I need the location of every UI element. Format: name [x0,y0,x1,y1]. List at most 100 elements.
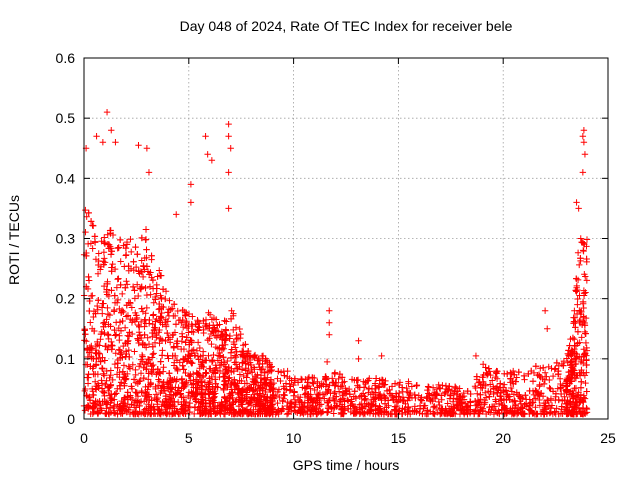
data-point [209,328,217,335]
data-point [387,410,394,418]
data-point [142,310,149,317]
data-point [580,352,588,360]
data-point [305,382,313,390]
data-point [138,283,145,291]
data-point [112,331,120,338]
data-point [581,240,588,248]
data-point [489,377,496,384]
data-point [91,233,99,240]
data-point [337,396,344,403]
data-point [351,404,359,411]
data-point [227,391,235,399]
data-point [529,378,537,385]
x-tick-label: 10 [286,430,302,446]
data-point [114,296,122,304]
data-point [259,385,266,393]
data-point [120,374,128,381]
data-point [210,394,218,401]
data-point [117,379,125,386]
data-point [325,386,332,393]
data-point [408,383,416,390]
data-point [136,402,143,410]
data-point [210,351,217,359]
data-point [301,409,309,416]
data-point [516,393,523,400]
data-point [179,306,186,314]
data-point [520,372,528,380]
data-point [115,346,123,353]
data-point [226,392,234,400]
data-point [92,349,99,357]
data-point [128,330,136,338]
data-point [425,383,432,391]
data-point [143,365,150,373]
data-point [104,304,111,312]
data-point [574,372,581,379]
data-point [126,353,133,361]
data-point [111,391,118,398]
data-point [223,397,231,405]
data-point [209,400,216,408]
data-point [291,388,298,395]
data-point [231,352,239,359]
data-point [246,398,254,406]
data-point [148,252,155,260]
data-point [170,344,178,351]
data-point [132,371,139,379]
data-point [149,276,157,284]
data-point [359,405,366,412]
data-point [191,410,198,418]
data-point [301,391,308,398]
data-point [246,352,253,359]
data-point [159,368,167,375]
data-point [131,287,138,294]
data-point [262,399,269,407]
data-point [442,389,449,396]
data-point [122,244,130,252]
data-point [472,352,480,360]
data-point [477,384,485,391]
data-point [217,408,224,415]
data-point [436,401,443,409]
data-point [167,339,174,346]
data-point [132,410,139,418]
data-point [581,271,588,278]
data-point [569,387,577,395]
data-point [459,394,466,401]
data-point [285,405,293,413]
data-point [576,319,584,327]
data-point [108,248,115,255]
data-point [238,366,246,373]
data-point [142,383,149,391]
data-point [100,323,107,330]
data-point [390,396,397,404]
data-point [474,410,482,418]
data-point [416,405,424,413]
data-point [494,368,501,375]
data-point [157,313,164,320]
data-point [92,401,99,409]
data-point [164,309,172,316]
data-point [133,389,141,397]
data-point [424,407,431,414]
data-point [493,383,501,390]
data-point [571,385,578,392]
data-point [510,367,517,375]
data-point [338,403,346,410]
data-point [395,398,402,405]
data-point [136,285,144,292]
data-point [376,377,383,384]
data-point [112,350,119,357]
data-point [230,326,237,334]
data-point [115,275,122,282]
data-point [121,375,129,382]
data-point [259,360,266,368]
data-point [246,385,253,392]
data-point [536,402,544,409]
data-point [348,398,355,405]
data-point [144,360,152,367]
data-point [223,318,230,325]
data-point [86,349,93,356]
data-point [228,346,235,353]
data-point [221,410,229,418]
